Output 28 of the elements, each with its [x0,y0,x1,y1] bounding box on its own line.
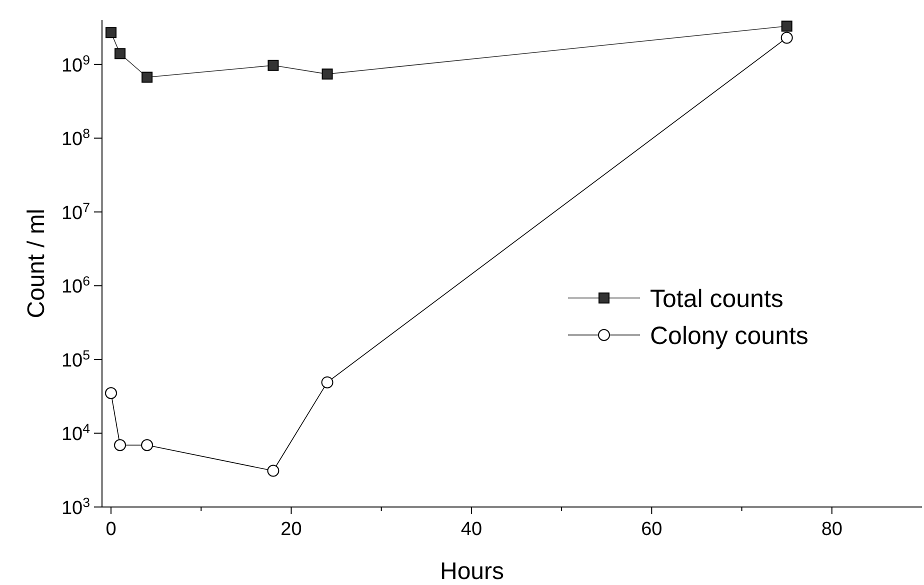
y-tick-label: 10$^{9}$ [61,52,90,76]
y-tick-label: 10$^{8}$ [61,126,90,150]
y-tick-label: 10$^{7}$ [61,199,90,224]
y-tick-label: 10$^{3}$ [61,494,90,519]
point [114,48,126,60]
point [105,387,118,400]
x-tick-label: 60 [641,519,662,540]
point [114,439,126,452]
point [142,72,153,83]
legend-label: Colony counts [650,322,808,350]
y-tick-label: 10$^{5}$ [61,346,90,372]
y-axis-title: Count / ml [23,208,50,318]
x-tick-label: 20 [280,519,302,540]
point [141,439,154,452]
y-tick-label: 10$^{4}$ [61,420,90,446]
x-tick-label: 0 [106,519,116,540]
point [321,376,334,388]
point [780,32,793,44]
point [106,27,117,38]
point [781,20,792,32]
x-tick-label: 80 [821,519,842,540]
x-tick-label: 40 [460,519,482,540]
point [322,68,333,80]
legend-label: Total counts [650,285,784,313]
point [267,464,280,477]
point [268,60,279,71]
x-axis-title: Hours [440,558,504,585]
y-tick-label: 10$^{6}$ [61,273,90,298]
